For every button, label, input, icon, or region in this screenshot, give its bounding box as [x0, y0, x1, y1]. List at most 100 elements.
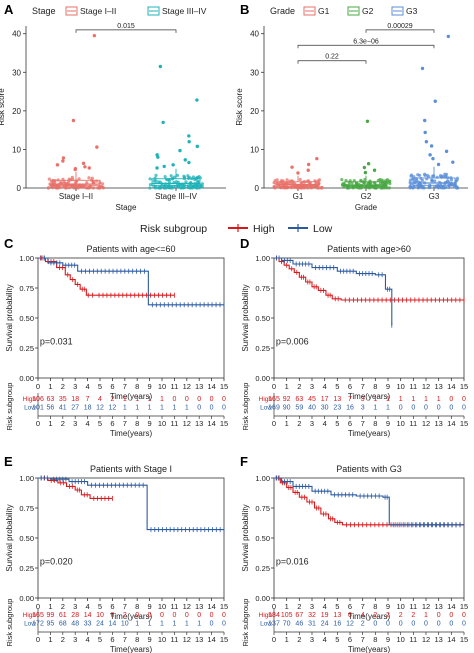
x-tick-label: 11	[171, 602, 179, 611]
risk-count: 14	[109, 621, 117, 628]
risk-count: 1	[160, 396, 164, 403]
risk-x-axis-label: Time(years)	[348, 429, 391, 438]
data-point	[285, 178, 289, 182]
risk-count: 0	[462, 396, 466, 403]
risk-x-tick-label: 12	[422, 635, 430, 644]
risk-count: 1	[437, 396, 441, 403]
data-point	[96, 186, 100, 190]
data-point	[296, 186, 300, 190]
risk-count: 0	[210, 612, 214, 619]
x-tick-label: 1	[285, 602, 289, 611]
data-point	[310, 186, 314, 190]
plot-frame	[37, 257, 225, 379]
risk-count: 0	[185, 396, 189, 403]
risk-count: 35	[59, 396, 67, 403]
risk-row-label: Low	[260, 621, 272, 628]
risk-count: 0	[411, 621, 415, 628]
x-tick-label: 4	[86, 602, 90, 611]
risk-count: 12	[346, 621, 354, 628]
outlier-point	[178, 148, 182, 153]
risk-x-tick-label: 6	[348, 419, 352, 428]
data-point	[273, 186, 277, 190]
risk-count: 1	[172, 405, 176, 412]
risk-count: 0	[135, 612, 139, 619]
risk-x-tick-label: 15	[220, 419, 228, 428]
risk-row-label: High	[23, 612, 37, 619]
p-value: p=0.020	[40, 556, 73, 566]
y-tick-label: 0	[17, 184, 22, 193]
outlier-point	[366, 162, 371, 166]
risk-count: 0	[210, 405, 214, 412]
risk-count: 1	[172, 621, 176, 628]
risk-count: 1	[123, 396, 127, 403]
data-point	[425, 173, 429, 177]
data-point	[181, 186, 186, 190]
x-tick-label: 15	[460, 382, 468, 391]
y-axis-label: Survival probability	[241, 504, 250, 571]
risk-row-label: High	[259, 612, 273, 619]
x-tick-label: 3	[73, 382, 77, 391]
data-point	[376, 178, 380, 183]
x-tick-label: Stage III–IV	[155, 192, 197, 201]
risk-count: 16	[333, 621, 341, 628]
x-tick-label: G2	[361, 192, 372, 201]
risk-x-tick-label: 0	[272, 635, 276, 644]
p-value-label: 0.00029	[387, 23, 412, 30]
x-tick-label: 5	[98, 602, 102, 611]
outlier-point	[433, 99, 437, 103]
risk-x-tick-label: 3	[310, 635, 314, 644]
data-point	[420, 185, 424, 189]
legend-key	[391, 6, 404, 16]
risk-x-tick-label: 13	[434, 419, 442, 428]
x-tick-label: 7	[361, 602, 365, 611]
legend-label: Stage I–II	[80, 6, 116, 16]
p-value: p=0.006	[276, 336, 309, 346]
data-point	[444, 172, 449, 177]
data-point	[408, 178, 413, 182]
risk-count: 12	[109, 405, 117, 412]
outlier-point	[155, 166, 159, 170]
x-tick-label: 13	[195, 382, 203, 391]
risk-count: 1	[148, 405, 152, 412]
x-tick-label: 7	[361, 382, 365, 391]
risk-x-tick-label: 11	[409, 635, 417, 644]
risk-x-tick-label: 7	[361, 635, 365, 644]
x-tick-label: 8	[135, 602, 139, 611]
y-tick-label: 30	[250, 68, 259, 77]
risk-x-tick-label: 7	[123, 419, 127, 428]
box	[51, 179, 101, 187]
risk-count: 13	[333, 396, 341, 403]
x-tick-label: 11	[409, 382, 417, 391]
risk-x-tick-label: 5	[335, 419, 339, 428]
data-point	[439, 184, 443, 188]
y-tick-label: 0.50	[255, 314, 270, 323]
risk-count: 0	[437, 405, 441, 412]
risk-x-tick-label: 10	[158, 419, 166, 428]
data-point	[152, 179, 156, 183]
risk-count: 7	[348, 396, 352, 403]
outlier-point	[423, 118, 427, 123]
risk-count: 28	[71, 612, 79, 619]
risk-count: 4	[361, 612, 365, 619]
risk-count: 2	[110, 396, 114, 403]
data-point	[184, 180, 188, 184]
outlier-point	[431, 156, 435, 161]
risk-count: 68	[59, 621, 67, 628]
risk-x-tick-label: 6	[110, 635, 114, 644]
risk-count: 2	[373, 612, 377, 619]
risk-count: 13	[333, 612, 341, 619]
survival-curve-high	[274, 477, 464, 526]
y-tick-label: 20	[12, 107, 21, 116]
risk-count: 0	[449, 396, 453, 403]
data-point	[455, 186, 459, 190]
x-axis-label: Time(years)	[348, 612, 391, 621]
legend-title: Stage	[32, 6, 56, 16]
risk-x-tick-label: 1	[285, 419, 289, 428]
risk-x-tick-label: 11	[171, 635, 179, 644]
risk-x-tick-label: 2	[297, 419, 301, 428]
x-tick-label: 8	[135, 382, 139, 391]
data-point	[306, 186, 310, 190]
y-axis-label: Survival probability	[5, 284, 14, 351]
outlier-point	[71, 118, 76, 123]
